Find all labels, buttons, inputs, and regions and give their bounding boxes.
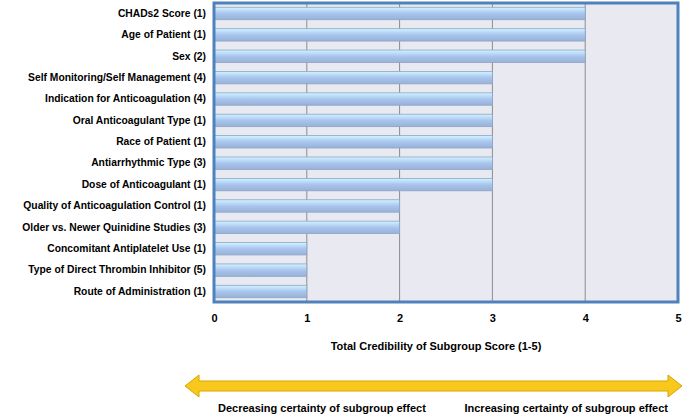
y-tick: CHADs2 Score (1)	[118, 8, 214, 19]
y-tick: Antiarrhythmic Type (3)	[91, 157, 214, 168]
double-arrow	[185, 375, 682, 397]
x-axis-label: Total Credibility of Subgroup Score (1-5…	[331, 340, 542, 352]
bar	[214, 114, 492, 126]
chart: 0 1 2 3 4 5 CHADs2 Score (1) Age of Patient (1)…	[0, 0, 685, 419]
y-tick: Type of Direct Thrombin Inhibitor (5)	[28, 264, 214, 275]
x-tick: 4	[583, 302, 590, 324]
x-tick-label: 2	[397, 312, 403, 324]
grid-line	[306, 3, 307, 302]
bar	[214, 157, 492, 169]
x-axis: 0 1 2 3 4 5	[211, 302, 681, 324]
grid	[214, 3, 678, 302]
bar	[214, 178, 492, 190]
y-tick-label: CHADs2 Score (1)	[118, 8, 206, 19]
y-tick-label: Self Monitoring/Self Management (4)	[28, 72, 206, 83]
grid-line	[399, 3, 400, 302]
y-tick-label: Concomitant Antiplatelet Use (1)	[47, 243, 206, 254]
bar	[214, 136, 492, 148]
x-tick: 3	[490, 302, 496, 324]
grid-line	[492, 3, 493, 302]
y-tick-label: Oral Anticoagulant Type (1)	[73, 115, 206, 126]
y-tick: Race of Patient (1)	[116, 136, 214, 147]
bar	[214, 200, 400, 212]
y-tick-label: Older vs. Newer Quinidine Studies (3)	[22, 222, 206, 233]
y-tick: Quality of Anticoagulation Control (1)	[23, 200, 214, 211]
x-tick-label: 1	[304, 312, 310, 324]
x-tick: 5	[675, 302, 681, 324]
plot-background	[214, 3, 678, 302]
y-tick-label: Quality of Anticoagulation Control (1)	[23, 200, 206, 211]
bar	[214, 29, 585, 41]
annotation: Decreasing certainty of subgroup effect	[218, 402, 426, 414]
y-tick-label: Dose of Anticoagulant (1)	[82, 179, 206, 190]
x-tick-label: 4	[583, 312, 590, 324]
y-tick: Concomitant Antiplatelet Use (1)	[47, 243, 214, 254]
x-tick-label: 0	[211, 312, 217, 324]
y-tick: Indication for Anticoagulation (4)	[45, 93, 214, 104]
x-tick: 0	[211, 302, 217, 324]
y-axis-line	[214, 4, 215, 303]
x-tick: 1	[304, 302, 310, 324]
bar	[214, 285, 307, 297]
y-tick: Older vs. Newer Quinidine Studies (3)	[22, 222, 214, 233]
bar	[214, 264, 307, 276]
bar	[214, 93, 492, 105]
y-tick: Self Monitoring/Self Management (4)	[28, 72, 214, 83]
y-tick: Route of Administration (1)	[74, 286, 214, 297]
grid-line	[585, 3, 586, 302]
plot-frame	[214, 3, 678, 302]
y-tick-label: Route of Administration (1)	[74, 286, 206, 297]
y-tick-label: Type of Direct Thrombin Inhibitor (5)	[28, 264, 206, 275]
bar	[214, 71, 492, 83]
annotation: Increasing certainty of subgroup effect	[464, 402, 668, 414]
y-tick: Oral Anticoagulant Type (1)	[73, 115, 214, 126]
x-tick: 2	[397, 302, 403, 324]
y-tick-label: Race of Patient (1)	[116, 136, 206, 147]
y-tick-label: Indication for Anticoagulation (4)	[45, 93, 206, 104]
x-tick-label: 5	[675, 312, 681, 324]
x-axis-line	[215, 302, 679, 303]
bar	[214, 50, 585, 62]
y-tick: Sex (2)	[172, 51, 214, 62]
y-tick-label: Sex (2)	[172, 51, 206, 62]
bar	[214, 221, 400, 233]
bar	[214, 243, 307, 255]
bars	[214, 7, 585, 297]
y-tick-label: Age of Patient (1)	[121, 29, 206, 40]
y-tick: Age of Patient (1)	[121, 29, 214, 40]
y-tick: Dose of Anticoagulant (1)	[82, 179, 214, 190]
y-axis: CHADs2 Score (1) Age of Patient (1) Sex (2…	[22, 4, 214, 303]
y-tick-label: Antiarrhythmic Type (3)	[91, 157, 206, 168]
bar	[214, 7, 585, 19]
x-tick-label: 3	[490, 312, 496, 324]
